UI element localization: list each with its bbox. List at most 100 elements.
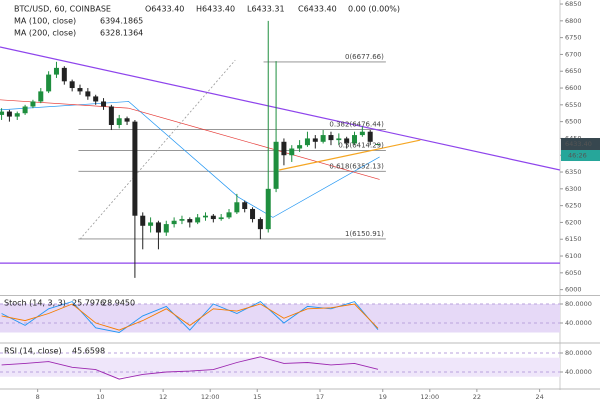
candle-body	[273, 141, 279, 189]
candle-body	[53, 67, 59, 75]
candle-body	[187, 219, 193, 223]
candle-body	[312, 138, 318, 142]
y-tick-label: 40.0000	[565, 319, 592, 327]
candle-body	[328, 135, 334, 141]
pane-value: 28.9450	[102, 299, 135, 308]
y-tick-label: 6650	[565, 67, 582, 75]
y-tick-label: 6750	[565, 34, 582, 42]
indicator-line	[1, 303, 379, 331]
fib-label: 0.618(6352.13)	[329, 162, 384, 170]
candle-body	[171, 220, 177, 225]
candle-body	[257, 219, 263, 230]
candle-body	[202, 215, 208, 218]
y-tick-label: 80.0000	[565, 349, 592, 357]
y-tick-label: 6000	[565, 286, 582, 294]
y-tick-label: 6700	[565, 50, 582, 58]
x-tick-label: 8	[36, 393, 40, 401]
y-tick-label: 40.0000	[565, 368, 592, 376]
x-tick-label: 12	[159, 393, 167, 401]
y-tick-label: 6350	[565, 168, 582, 176]
change: 0.00 (0.00%)	[348, 5, 400, 14]
symbol: BTC/USD, 60, COINBASE	[14, 5, 111, 14]
pane-value: 25.7976	[72, 299, 105, 308]
countdown-tag	[561, 150, 600, 162]
candle-body	[0, 111, 5, 115]
candle-body	[22, 106, 28, 114]
y-tick-label: 6200	[565, 218, 582, 226]
indicator-band	[0, 304, 560, 333]
candle-body	[320, 135, 326, 142]
candle-body	[336, 138, 342, 141]
candle-body	[179, 219, 185, 221]
pane-value: 45.6598	[72, 347, 105, 356]
candle-body	[163, 224, 169, 233]
fib-label: 0.382(6476.44)	[329, 121, 384, 129]
fib-label: 1(6150.91)	[345, 230, 384, 238]
candle-body	[38, 91, 44, 102]
candle-body	[14, 113, 20, 117]
x-tick-label: 12:00	[201, 393, 220, 401]
candle-body	[289, 148, 295, 156]
y-tick-label: 80.0000	[565, 300, 592, 308]
fib-label: 0.5(6414.29)	[338, 141, 384, 149]
candle-body	[6, 111, 12, 117]
candle-body	[367, 131, 373, 142]
pane-title: Stoch (14, 3, 3)	[4, 299, 66, 308]
candle-body	[352, 135, 358, 144]
candle-body	[46, 74, 52, 92]
ohlc-high: H6433.40	[196, 5, 235, 14]
candle-body	[375, 144, 381, 146]
candle-body	[101, 101, 107, 107]
moving-average	[0, 99, 380, 180]
x-tick-label: 10	[96, 393, 104, 401]
candle-body	[155, 222, 161, 233]
candle-body	[108, 106, 114, 125]
x-tick-label: 19	[379, 393, 387, 401]
candle-body	[77, 88, 83, 92]
candle-body	[210, 215, 216, 220]
y-tick-label: 6800	[565, 17, 582, 25]
candle-body	[218, 217, 224, 220]
trendline	[0, 46, 560, 171]
y-tick-label: 6050	[565, 269, 582, 277]
pane	[0, 20, 560, 278]
candle-body	[30, 101, 36, 107]
candle-body	[359, 131, 365, 136]
trendline	[79, 59, 236, 240]
candle-body	[124, 118, 130, 122]
indicator-band	[0, 357, 560, 377]
pane-title: RSI (14, close)	[4, 347, 62, 356]
pane	[0, 301, 560, 333]
candle-body	[69, 81, 75, 89]
candle-body	[304, 138, 310, 146]
candle-body	[344, 138, 350, 144]
moving-average	[0, 101, 380, 218]
indicator-line	[1, 356, 379, 380]
countdown: 46:26	[568, 152, 587, 160]
candle-body	[297, 145, 303, 149]
candle-body	[234, 202, 240, 213]
indicator-line	[1, 301, 379, 333]
candle-body	[242, 202, 248, 209]
fib-label: 0(6677.66)	[345, 53, 384, 61]
x-tick-label: 22	[473, 393, 481, 401]
candle-body	[195, 217, 201, 223]
candle-body	[116, 118, 122, 125]
candle-body	[148, 222, 154, 226]
indicator-name: MA (100, close)	[14, 17, 76, 26]
indicator-value: 6328.1364	[100, 29, 143, 38]
trendline	[279, 139, 421, 171]
x-tick-label: 12:00	[420, 393, 439, 401]
candle-body	[281, 141, 287, 156]
x-tick-label: 24	[535, 393, 543, 401]
last-price: 6433.40	[565, 140, 592, 148]
last-price-tag	[561, 138, 600, 151]
ohlc-open: O6433.40	[145, 5, 184, 14]
header: BTC/USD, 60, COINBASE O6433.40 H6433.40 …	[14, 5, 400, 14]
candle-body	[250, 208, 256, 220]
x-tick-label: 15	[253, 393, 261, 401]
indicator-value: 6394.1865	[100, 17, 143, 26]
candle-body	[93, 96, 99, 102]
